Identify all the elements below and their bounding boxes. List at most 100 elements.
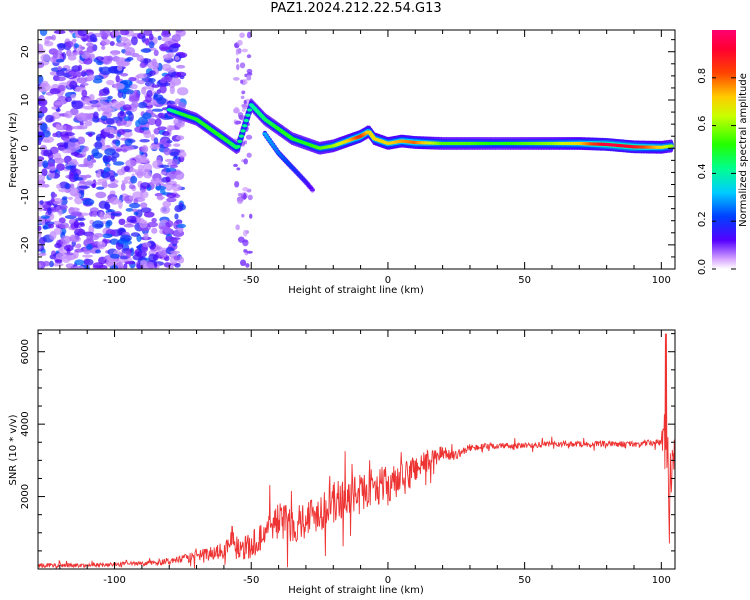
noise-cell [121, 179, 129, 185]
noise-cell [149, 144, 161, 150]
noise-cell [64, 252, 74, 256]
noise-cell [111, 30, 121, 36]
noise-cell [136, 73, 148, 79]
noise-cell [48, 223, 55, 229]
noise-cell [78, 228, 84, 235]
y-tick-label: 10 [20, 94, 31, 107]
noise-cell [128, 195, 134, 200]
noise-cell [235, 57, 240, 63]
noise-cell [83, 258, 94, 266]
noise-cell [38, 48, 46, 54]
noise-cell [124, 261, 136, 265]
noise-cell [115, 148, 123, 152]
noise-cell [116, 169, 126, 176]
noise-cell [109, 196, 120, 205]
noise-cell [103, 126, 115, 133]
noise-cell [136, 54, 144, 62]
noise-cell [120, 183, 126, 191]
noise-cell [246, 31, 252, 39]
noise-cell [60, 235, 72, 244]
noise-cell [157, 112, 165, 118]
noise-cell [56, 76, 66, 82]
noise-cell [168, 148, 181, 157]
noise-cell [155, 177, 160, 187]
noise-cell [106, 258, 115, 267]
snr-frame [37, 329, 676, 570]
noise-cell [156, 97, 167, 105]
noise-cell [241, 90, 246, 95]
noise-cell [49, 166, 57, 171]
noise-cell [160, 219, 168, 223]
noise-cell [55, 123, 61, 131]
noise-cell [173, 255, 181, 261]
colorbar-tick-label: 0.4 [697, 163, 708, 179]
noise-cell [235, 48, 239, 56]
colorbar-axis: 0.0 0.2 0.4 0.6 0.8 [697, 68, 736, 275]
branch-cell [269, 141, 274, 145]
spectrogram-y-label: Frequency (Hz) [8, 112, 19, 188]
noise-cell [143, 171, 153, 179]
noise-cell [71, 52, 78, 57]
noise-cell [107, 133, 115, 139]
noise-cell [174, 213, 179, 220]
noise-cell [153, 49, 159, 57]
y-tick-label: 20 [20, 45, 31, 58]
noise-cell [102, 233, 113, 239]
noise-cell [56, 43, 67, 48]
noise-cell [246, 152, 252, 158]
ridge-cell [235, 144, 241, 149]
noise-cell [233, 163, 238, 168]
noise-cell [241, 108, 246, 113]
noise-cell [130, 232, 141, 237]
noise-cell [68, 71, 80, 77]
noise-cell [118, 218, 126, 226]
noise-cell [147, 261, 155, 269]
noise-cell [40, 53, 51, 62]
noise-cell [133, 198, 139, 205]
noise-cell [137, 80, 145, 85]
noise-cell [239, 259, 247, 267]
noise-cell [249, 213, 253, 219]
noise-cell [166, 192, 177, 199]
noise-cell [244, 78, 248, 85]
noise-cell [165, 176, 171, 182]
noise-cell [83, 145, 89, 152]
noise-cell [97, 178, 108, 183]
noise-cell [104, 201, 110, 210]
noise-cell [42, 184, 50, 188]
noise-cell [100, 171, 111, 178]
noise-cell [68, 30, 75, 33]
noise-cell [74, 259, 85, 266]
noise-cell [93, 232, 104, 238]
noise-cell [122, 104, 132, 111]
noise-cell [140, 259, 148, 268]
noise-cell [117, 65, 123, 72]
snr-panel: -100 -50 0 50 100 2000 4000 6000 Height of str… [8, 329, 676, 596]
noise-cell [175, 30, 184, 33]
noise-cell [174, 171, 185, 180]
noise-cell [174, 204, 183, 213]
noise-cell [80, 82, 89, 86]
noise-cell [42, 260, 50, 267]
noise-cell [57, 144, 67, 151]
noise-cell [241, 104, 248, 110]
noise-cell [175, 71, 187, 78]
spectrogram-frame [37, 29, 676, 270]
noise-cell [107, 183, 119, 189]
noise-cell [95, 191, 107, 199]
noise-cell [123, 116, 131, 122]
noise-cell [119, 255, 129, 260]
noise-cell [84, 161, 93, 167]
noise-cell [58, 222, 70, 229]
noise-cell [155, 185, 167, 191]
noise-cell [110, 50, 119, 56]
x-tick-label: 0 [385, 575, 391, 586]
noise-cell [85, 174, 92, 179]
noise-cell [151, 108, 164, 112]
noise-cell [81, 89, 88, 98]
noise-cell [124, 50, 132, 56]
noise-cell [177, 87, 189, 96]
noise-cell [151, 227, 158, 234]
noise-cell [176, 64, 186, 69]
branch-cell [272, 146, 278, 150]
